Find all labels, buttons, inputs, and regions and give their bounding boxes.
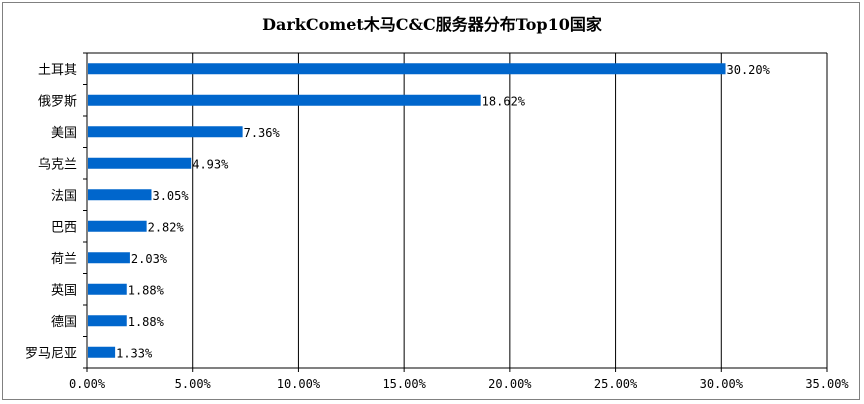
category-label: 罗马尼亚	[25, 346, 77, 361]
bar	[88, 220, 147, 232]
x-tick-label: 20.00%	[488, 377, 532, 391]
category-label: 法国	[51, 189, 77, 204]
bar	[88, 252, 130, 264]
x-tick-label: 25.00%	[594, 377, 638, 391]
x-tick-label: 15.00%	[382, 377, 426, 391]
bar	[88, 283, 127, 295]
category-label: 乌克兰	[38, 156, 77, 172]
category-label: 英国	[51, 283, 77, 298]
data-label: 1.88%	[128, 283, 165, 297]
data-label: 7.36%	[244, 126, 281, 140]
category-label: 美国	[51, 126, 77, 141]
category-label: 荷兰	[51, 252, 77, 267]
bar	[88, 63, 726, 75]
x-tick-label: 30.00%	[700, 377, 744, 391]
chart-frame: DarkComet木马C&C服务器分布Top10国家 0.00% 5.00% 10.…	[2, 2, 860, 400]
data-label: 1.88%	[128, 315, 165, 329]
data-label: 1.33%	[116, 346, 153, 360]
data-label: 2.03%	[131, 252, 168, 266]
axes	[83, 52, 828, 372]
category-label: 巴西	[51, 220, 77, 235]
data-label: 30.20%	[727, 63, 771, 77]
data-label: 2.82%	[148, 220, 185, 234]
data-label: 18.62%	[482, 94, 526, 108]
x-tick-label: 5.00%	[175, 377, 212, 391]
bar	[88, 315, 127, 327]
x-tick-label: 0.00%	[69, 377, 106, 391]
category-label: 德国	[51, 315, 77, 330]
bar	[88, 346, 116, 358]
category-label: 土耳其	[38, 63, 77, 78]
bar	[88, 126, 243, 138]
labels: 0.00% 5.00% 10.00% 15.00% 20.00% 25.00% 30.00%…	[25, 63, 849, 391]
bar	[88, 189, 152, 201]
bar-chart: 0.00% 5.00% 10.00% 15.00% 20.00% 25.00% 30.00%…	[25, 52, 849, 391]
category-label: 俄罗斯	[38, 94, 77, 109]
bar	[88, 157, 192, 169]
grid-lines	[192, 53, 828, 368]
chart-title: DarkComet木马C&C服务器分布Top10国家	[262, 15, 602, 34]
x-tick-label: 35.00%	[805, 377, 849, 391]
bars	[88, 63, 726, 358]
data-label: 4.93%	[192, 157, 229, 171]
bar	[88, 94, 481, 106]
data-label: 3.05%	[152, 189, 189, 203]
x-tick-label: 10.00%	[277, 377, 321, 391]
